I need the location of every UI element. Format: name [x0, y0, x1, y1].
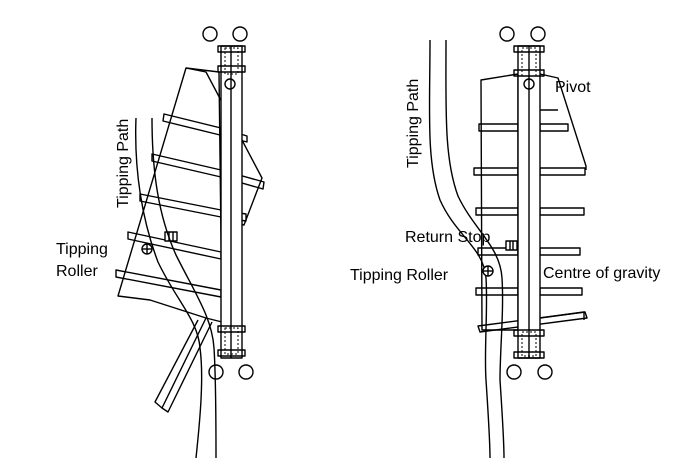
pivot-label: Pivot — [555, 79, 591, 96]
left-bottom-wheel-icon — [238, 364, 254, 380]
right-tipping-roller-icon — [482, 265, 494, 277]
left-tipping-roller-icon — [141, 243, 153, 255]
left-top-wheel-icon — [232, 26, 248, 42]
centre-of-gravity-label: Centre of gravity — [543, 265, 660, 282]
left-tipping-path-label: Tipping Path — [115, 119, 132, 208]
left-tipping-path — [135, 117, 217, 459]
right-pivot-icon — [523, 78, 535, 90]
right-top-wheel-icon — [499, 26, 515, 42]
right-top-wheel-icon — [530, 26, 546, 42]
right-bottom-wheel-icon — [506, 364, 522, 380]
right-return-stop — [505, 240, 518, 251]
left-return-stop — [164, 231, 178, 242]
left-pivot-icon — [224, 78, 236, 90]
left-diagram: Tipping Path Tipping Roller — [56, 26, 265, 459]
right-tipping-path — [428, 39, 505, 459]
right-guide-frame — [499, 26, 553, 380]
left-tipping-roller-label-line2: Roller — [56, 263, 98, 280]
left-bottom-wheel-icon — [208, 364, 224, 380]
right-diagram: Tipping Path Pivot Return Stop Tipping R… — [350, 26, 660, 459]
left-guide-frame — [202, 26, 254, 380]
right-tipping-path-label: Tipping Path — [405, 79, 422, 168]
right-bottom-wheel-icon — [537, 364, 553, 380]
return-stop-label: Return Stop — [405, 229, 490, 246]
left-tipping-roller-label-line1: Tipping — [56, 241, 108, 258]
right-tipping-roller-label: Tipping Roller — [350, 267, 449, 284]
left-top-wheel-icon — [202, 26, 218, 42]
